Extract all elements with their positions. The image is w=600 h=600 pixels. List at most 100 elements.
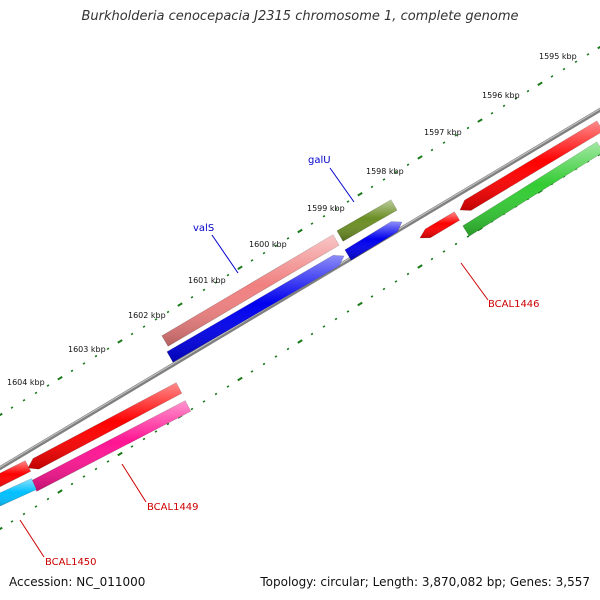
tick-mark [417, 155, 423, 160]
cds-blue-galU-track-shading [344, 221, 402, 261]
cds-blue-galU-track [344, 221, 403, 261]
feature-layer [0, 120, 600, 507]
cds-BCAL1446-region [459, 120, 600, 211]
tick-mark [10, 406, 14, 409]
tick-mark [70, 482, 74, 486]
tick-mark [262, 251, 266, 255]
genome-summary-text: Topology: circular; Length: 3,870,082 bp… [260, 575, 590, 589]
tick-mark [322, 325, 326, 328]
tick-mark [82, 362, 86, 365]
cds-red-edge-shading [0, 460, 31, 487]
gene-label-BCAL1449: BCAL1449 [147, 502, 199, 513]
tick-mark [214, 392, 218, 396]
tick-label-1604: 1604 kbp [7, 378, 45, 387]
tick-mark [250, 370, 254, 373]
tick-mark [357, 191, 363, 197]
gene-label-galU: galU [308, 155, 331, 166]
tick-mark [106, 347, 110, 351]
tick-label-1601: 1601 kbp [188, 276, 226, 285]
tick-mark [442, 250, 446, 253]
tick-mark [166, 310, 170, 314]
tick-mark [22, 512, 26, 516]
tick-mark [490, 111, 494, 115]
tick-label-1597: 1597 kbp [424, 128, 462, 137]
tick-label-1598: 1598 kbp [366, 167, 404, 176]
tick-mark [526, 89, 530, 93]
tick-mark [46, 497, 50, 501]
tick-mark [177, 302, 183, 307]
tick-mark [477, 118, 483, 123]
outer-tick-track [0, 45, 600, 417]
tick-mark [586, 53, 590, 56]
leader-line-valS [211, 234, 239, 274]
tick-mark [370, 185, 374, 189]
tick-mark [502, 104, 506, 108]
tick-mark [0, 412, 3, 417]
tick-mark [57, 375, 63, 381]
tick-mark [94, 354, 98, 358]
map-title: Burkholderia cenocepacia J2315 chromosom… [81, 9, 519, 24]
tick-mark [574, 60, 578, 63]
tick-mark [0, 526, 3, 531]
tick-mark [274, 355, 278, 358]
tick-mark [214, 281, 218, 284]
cds-green [462, 141, 600, 237]
tick-mark [430, 257, 434, 261]
cds-valS [161, 234, 340, 347]
tick-mark [106, 460, 110, 463]
cds-cyan [0, 478, 37, 507]
tick-mark [250, 259, 254, 262]
leader-line-BCAL1446 [460, 262, 489, 301]
tick-mark [94, 467, 98, 471]
tick-mark [466, 235, 470, 238]
tick-mark [117, 451, 123, 457]
cds-green-shading [462, 141, 600, 237]
tick-mark [190, 295, 194, 299]
tick-mark [550, 75, 554, 78]
tick-mark [130, 445, 134, 448]
tick-mark [226, 385, 230, 388]
tick-mark [310, 332, 314, 336]
tick-mark [274, 244, 278, 247]
tick-label-1595: 1595 kbp [539, 52, 577, 61]
tick-mark [537, 81, 543, 87]
tick-mark [322, 215, 326, 218]
tick-mark [430, 148, 434, 152]
tick-mark [310, 222, 314, 225]
tick-mark [406, 272, 410, 276]
tick-mark [286, 347, 290, 351]
tick-mark [166, 422, 170, 426]
tick-mark [466, 126, 470, 130]
cds-galU [336, 199, 398, 242]
tick-mark [454, 242, 458, 246]
cds-red-upper-left-shading [420, 211, 460, 238]
cds-red-lower-shading [28, 382, 182, 470]
tick-mark [34, 505, 38, 508]
tick-mark [202, 288, 206, 292]
tick-mark [442, 141, 446, 144]
tick-mark [46, 384, 50, 387]
cds-blue-valS-track [166, 254, 345, 363]
accession-text: Accession: NC_011000 [9, 575, 146, 589]
tick-mark [237, 265, 243, 271]
tick-mark [10, 520, 14, 523]
tick-mark [82, 475, 86, 478]
tick-mark [57, 489, 63, 494]
tick-mark [142, 437, 146, 441]
tick-mark [394, 280, 398, 283]
tick-mark [34, 391, 38, 395]
leader-line-BCAL1449 [121, 463, 147, 503]
tick-mark [562, 67, 566, 71]
leader-line-galU [329, 167, 355, 203]
tick-mark [117, 339, 123, 344]
tick-mark [394, 170, 398, 174]
cds-red-edge [0, 460, 32, 488]
tick-label-1599: 1599 kbp [307, 204, 345, 213]
label-layer: 1595 kbp 1596 kbp 1597 kbp 1598 kbp 1599… [7, 52, 577, 568]
tick-mark [346, 310, 350, 313]
tick-mark [262, 362, 266, 366]
tick-mark [22, 399, 26, 402]
tick-mark [142, 325, 146, 328]
tick-mark [334, 207, 338, 211]
